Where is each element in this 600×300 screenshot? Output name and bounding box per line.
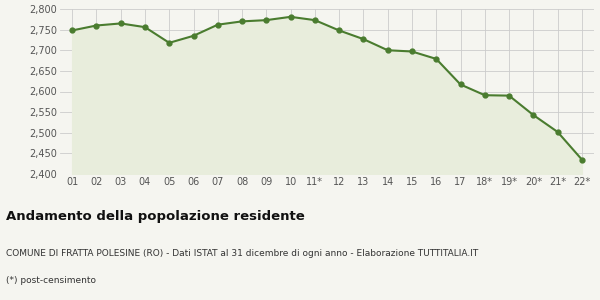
Text: Andamento della popolazione residente: Andamento della popolazione residente (6, 210, 305, 223)
Text: (*) post-censimento: (*) post-censimento (6, 276, 96, 285)
Text: COMUNE DI FRATTA POLESINE (RO) - Dati ISTAT al 31 dicembre di ogni anno - Elabor: COMUNE DI FRATTA POLESINE (RO) - Dati IS… (6, 249, 478, 258)
